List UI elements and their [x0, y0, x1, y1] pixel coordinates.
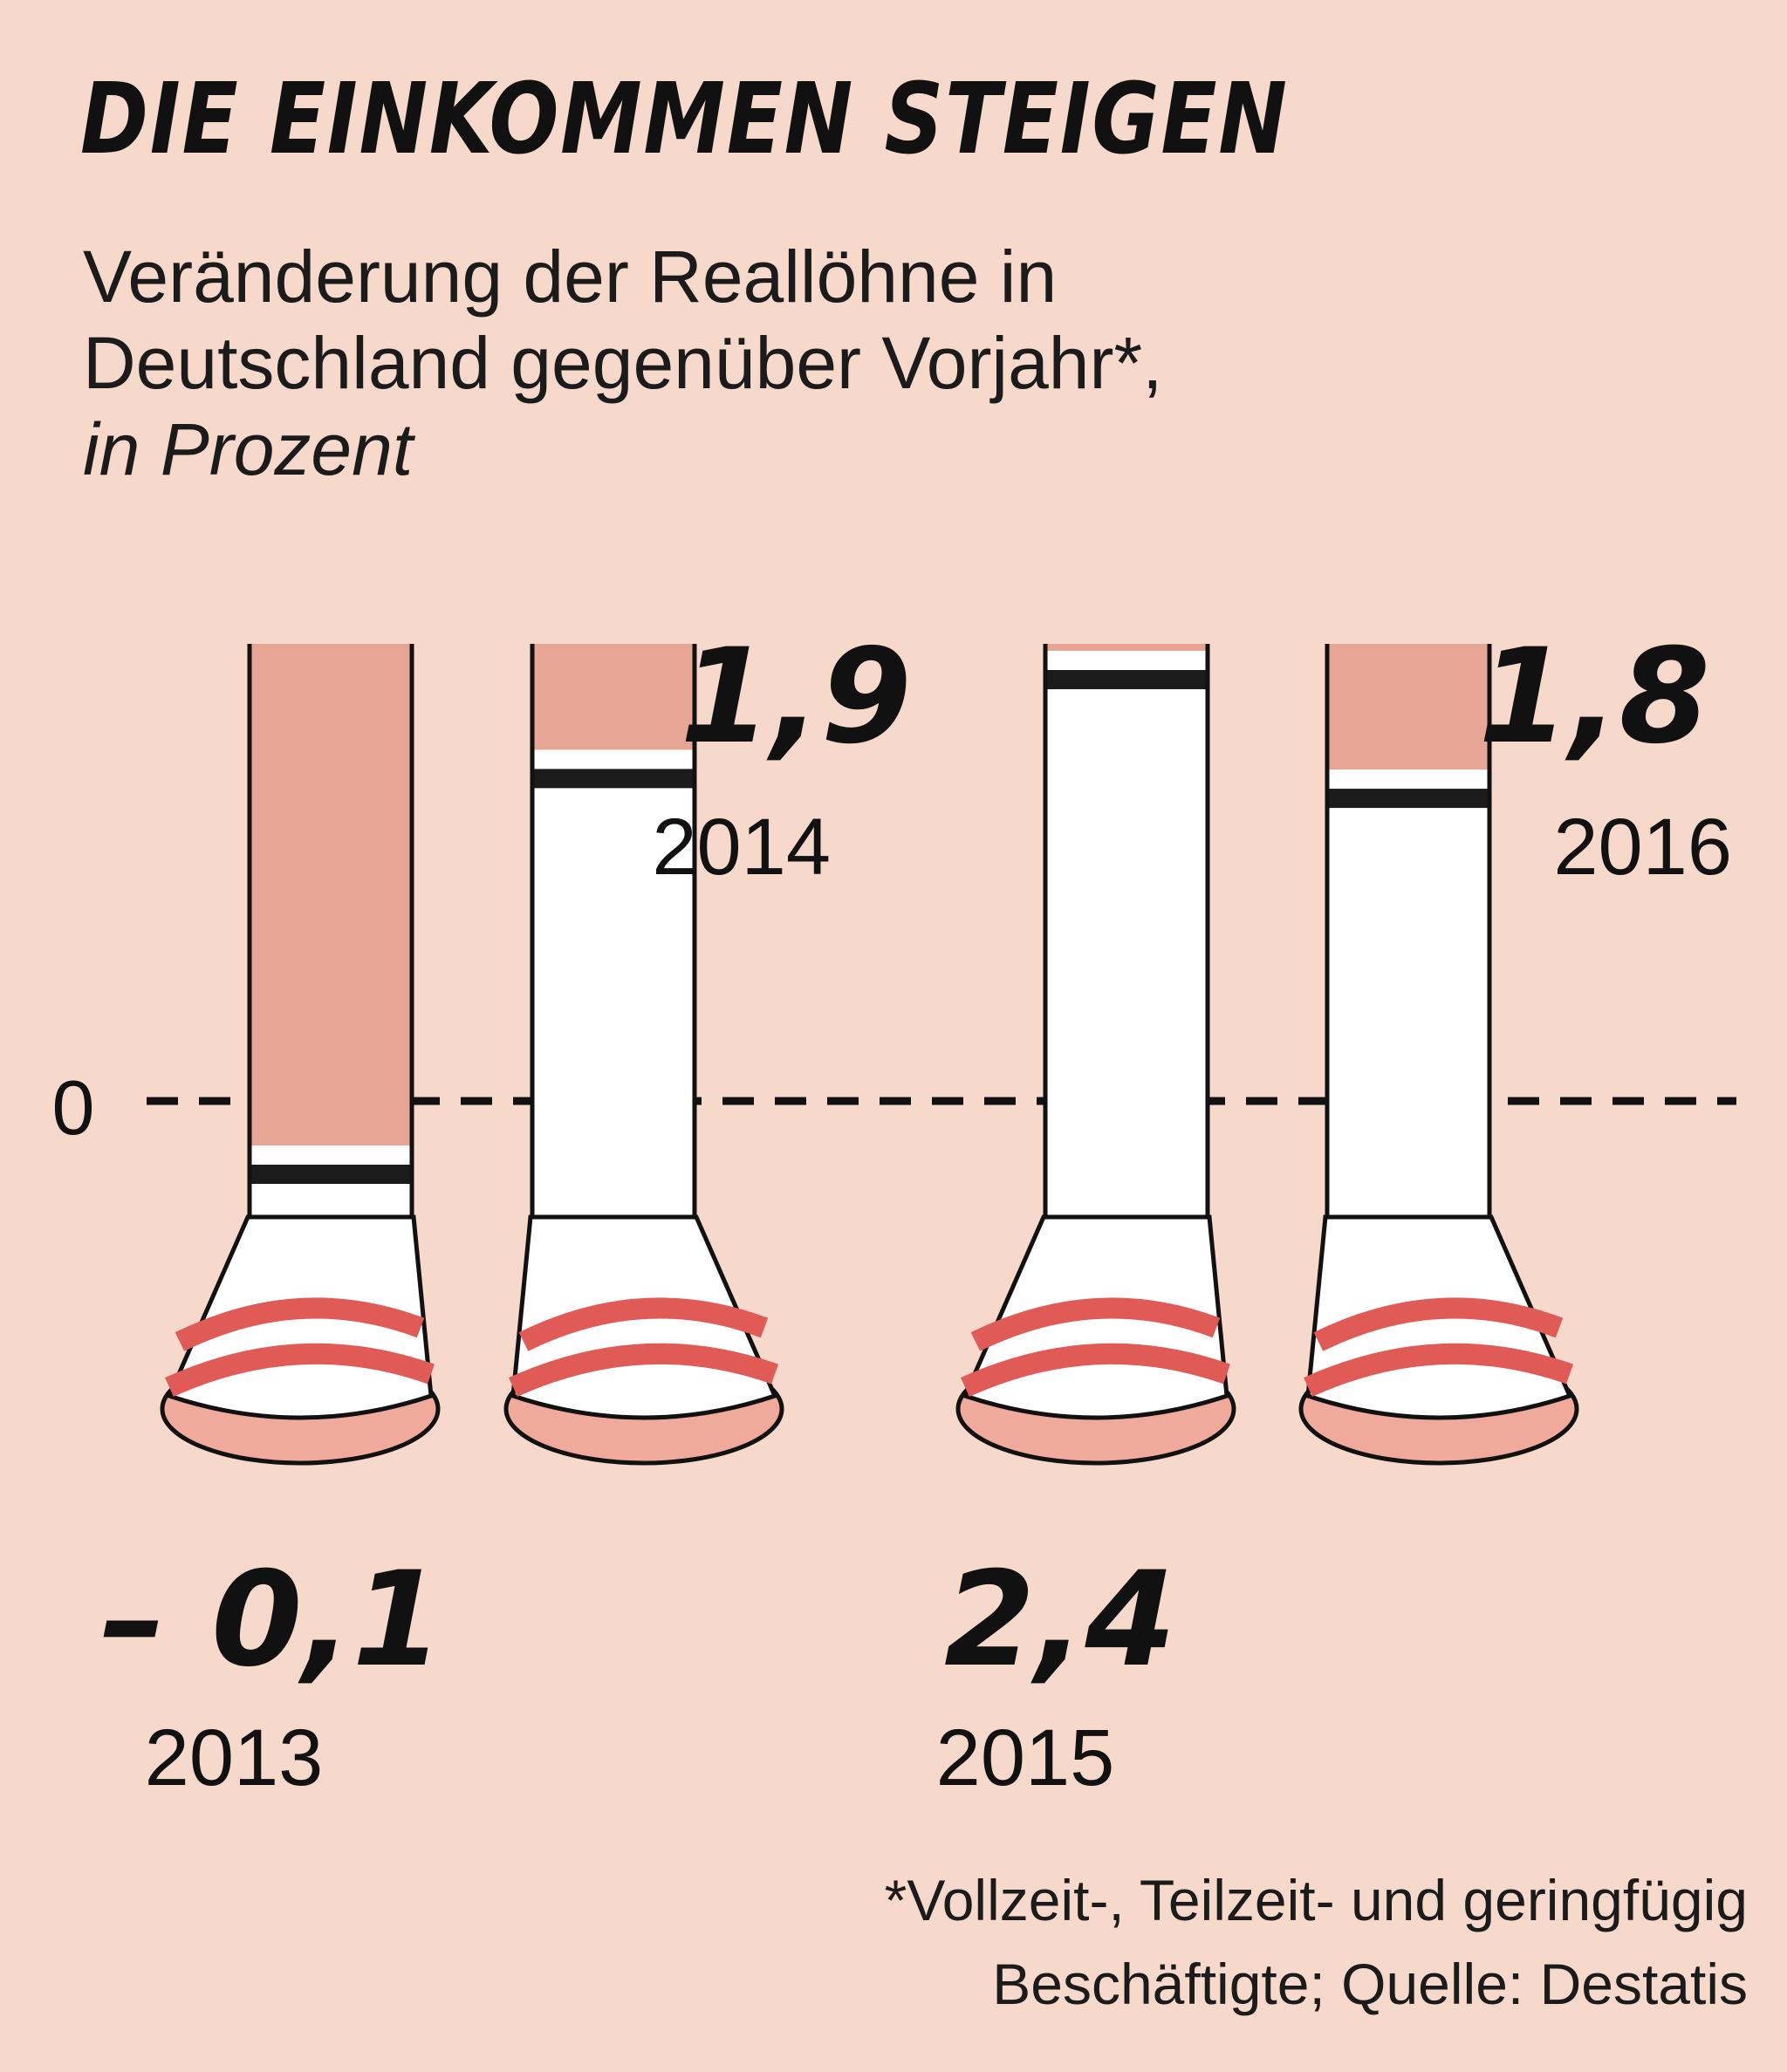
sock-stripe — [532, 769, 695, 789]
sock-stripe — [250, 1165, 412, 1184]
year-label: 2016 — [1553, 803, 1732, 892]
leg-skin — [250, 644, 412, 1147]
sandal-strap-upper — [518, 1297, 769, 1351]
footnote: *Vollzeit-, Teilzeit- und geringfügig Be… — [885, 1858, 1748, 2026]
sandal-strap-lower — [509, 1343, 778, 1397]
sock-leg-2014: 1,9 2014 — [503, 621, 912, 1466]
sandal-strap-upper — [1313, 1297, 1564, 1351]
value-label: 1,8 — [1478, 621, 1710, 773]
leg-skin — [1045, 644, 1208, 653]
value-label: – 0,1 — [100, 1544, 443, 1696]
sock-leg-2013: – 0,1 2013 — [100, 644, 443, 1802]
value-label: 2,4 — [944, 1544, 1176, 1696]
sock-stripe — [1327, 789, 1489, 809]
sock-body — [532, 749, 695, 1221]
leg-skin — [532, 644, 695, 752]
leg-skin — [1327, 644, 1489, 772]
year-label: 2015 — [936, 1713, 1115, 1802]
sandal-strap-lower — [961, 1343, 1230, 1397]
subtitle-line-1: Veränderung der Reallöhne in — [83, 236, 1058, 318]
year-label: 2014 — [652, 803, 831, 892]
sock-leg-2016: 1,8 2016 — [1298, 621, 1732, 1466]
sandal-strap-upper — [970, 1297, 1221, 1351]
zero-label: 0 — [52, 1064, 95, 1151]
sock-leg-2015: 2,4 2015 — [936, 644, 1236, 1802]
subtitle-line-2: Deutschland gegenüber Vorjahr*, — [83, 322, 1163, 404]
sandal-strap-lower — [165, 1343, 435, 1397]
sock-body — [1327, 769, 1489, 1221]
sock-body — [1045, 651, 1208, 1221]
chart-subtitle: Veränderung der Reallöhne in Deutschland… — [83, 234, 1163, 493]
year-label: 2013 — [145, 1713, 324, 1802]
footnote-line-1: *Vollzeit-, Teilzeit- und geringfügig — [884, 1868, 1748, 1932]
subtitle-unit: in Prozent — [83, 408, 414, 490]
footnote-line-2: Beschäftigte; Quelle: Destatis — [992, 1952, 1748, 2016]
value-label: 1,9 — [680, 621, 912, 773]
sandal-strap-lower — [1304, 1343, 1573, 1397]
sock-stripe — [1045, 670, 1208, 689]
sandal-strap-upper — [175, 1297, 425, 1351]
chart-title: DIE EINKOMMEN STEIGEN — [80, 63, 1289, 176]
